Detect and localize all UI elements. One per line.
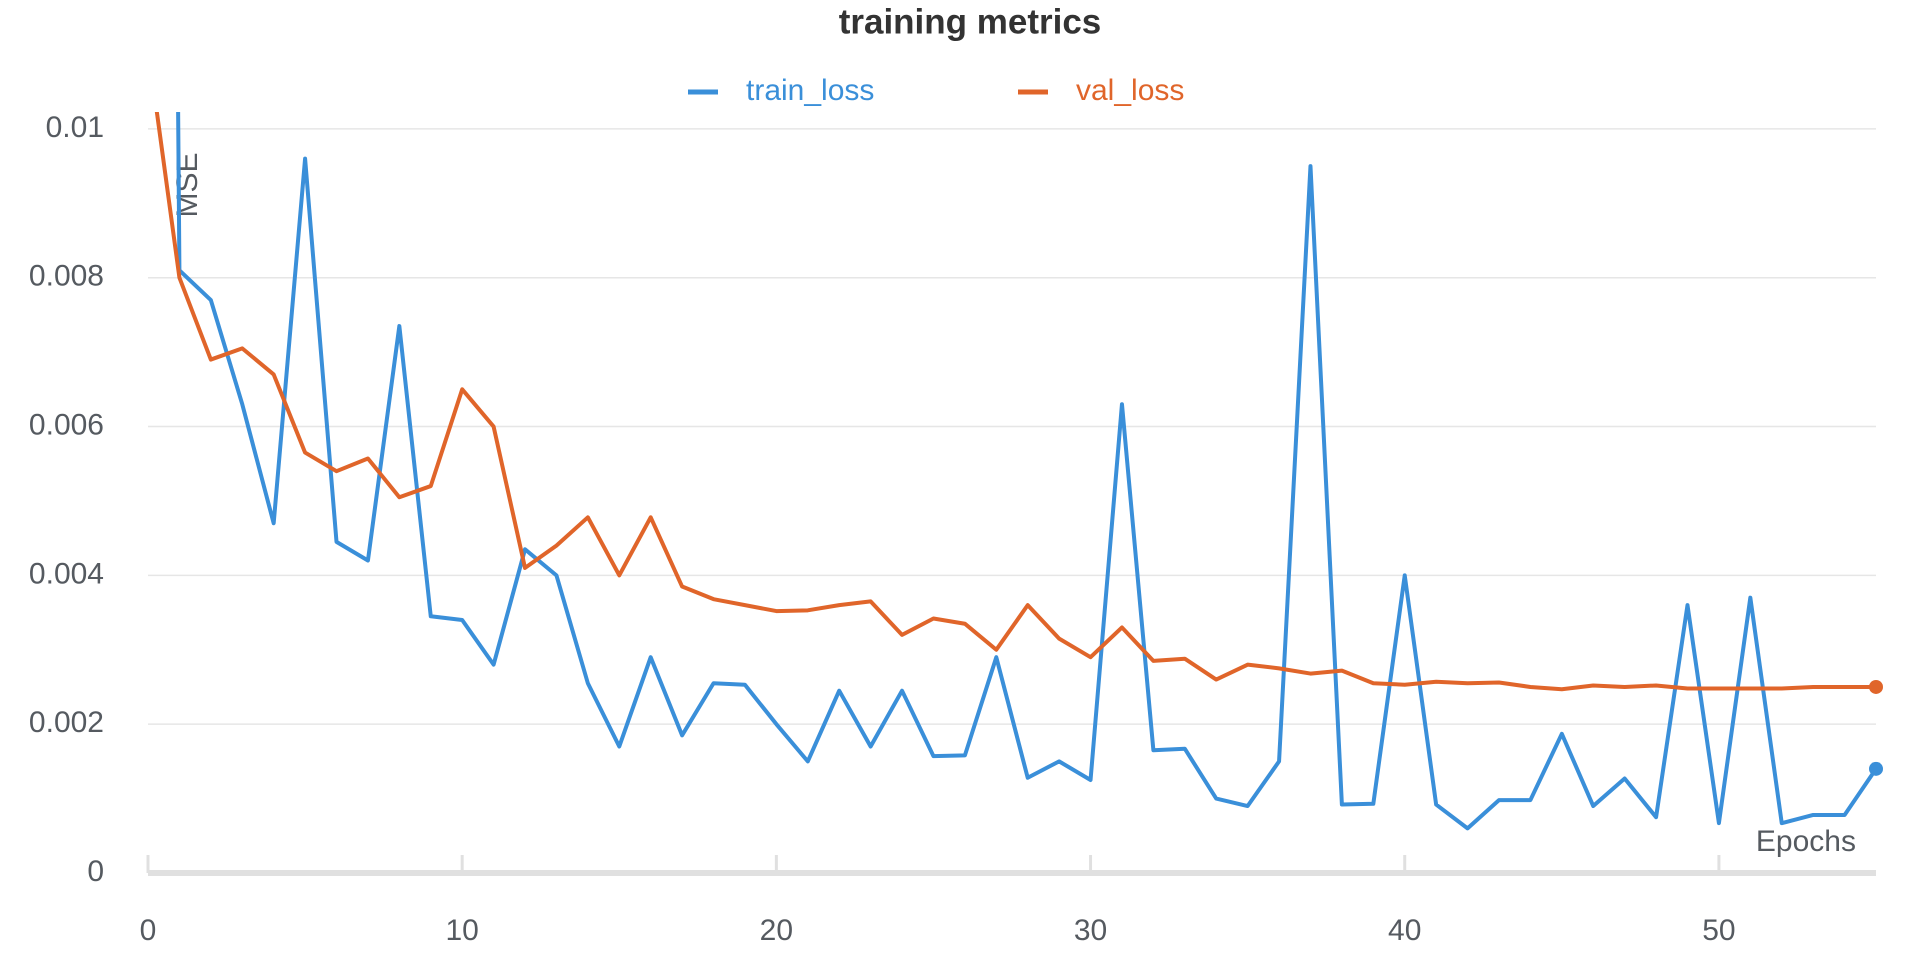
y-tick-label: 0.002 [29,706,104,739]
x-tick-label: 0 [140,914,157,947]
line-train-loss [176,112,1878,831]
y-tick-label: 0 [87,855,104,888]
x-tick-label: 50 [1702,914,1735,947]
end-point [1869,679,1883,694]
y-tick-label: 0.004 [29,557,104,590]
x-tick-label: 20 [760,914,793,947]
y-axis-label: MSE [171,152,204,217]
end-point [1869,761,1883,776]
plot-area [154,112,1883,831]
y-tick-label: 0.01 [46,111,104,144]
x-axis-label: Epochs [1756,825,1856,858]
x-tick-label: 40 [1388,914,1421,947]
legend-label: val_loss [1076,74,1184,107]
chart-title: training metrics [839,2,1102,41]
x-tick-label: 30 [1074,914,1107,947]
x-tick-label: 10 [445,914,478,947]
y-tick-label: 0.006 [29,408,104,441]
legend-label: train_loss [746,74,874,107]
line-val-loss [154,112,1876,692]
y-tick-label: 0.008 [29,260,104,293]
